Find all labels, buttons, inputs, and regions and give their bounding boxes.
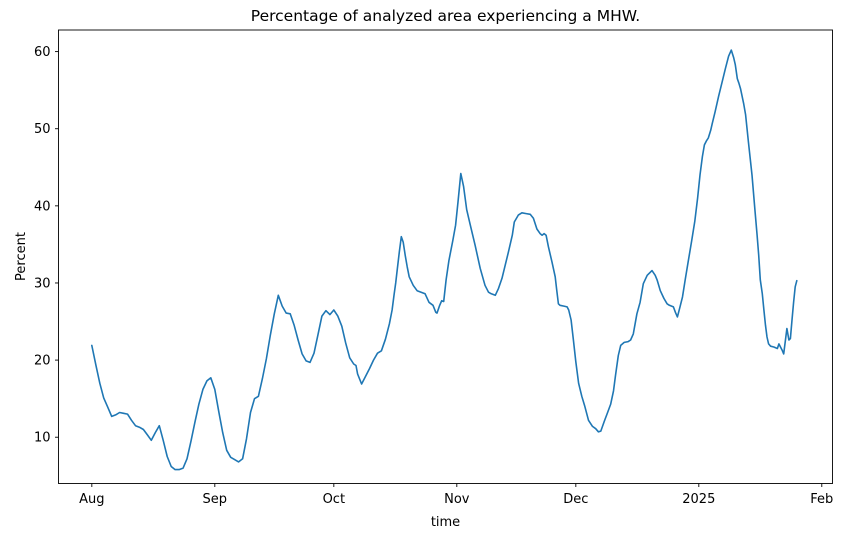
y-tick-label: 30 [34, 276, 51, 291]
chart-title: Percentage of analyzed area experiencing… [251, 7, 640, 25]
x-axis-ticks: Aug Sep Oct Nov Dec 2025 Feb [79, 483, 833, 507]
x-tick-label: Feb [810, 492, 833, 507]
y-tick-label: 10 [34, 431, 51, 446]
plot-area [58, 30, 833, 484]
y-tick-label: 20 [34, 354, 51, 369]
y-tick-label: 60 [34, 45, 51, 60]
y-tick-label: 50 [34, 122, 51, 137]
x-tick-label: Sep [203, 492, 228, 507]
axes-spines [58, 29, 833, 484]
y-axis-ticks: 10 20 30 40 50 60 [34, 45, 59, 446]
x-tick-label: Oct [323, 492, 345, 507]
x-tick-label: Nov [444, 492, 470, 507]
y-axis-label: Percent [14, 232, 29, 281]
x-tick-label: 2025 [682, 492, 715, 507]
y-tick-label: 40 [34, 199, 51, 214]
x-tick-label: Dec [563, 492, 588, 507]
x-tick-label: Aug [79, 492, 104, 507]
x-axis-label: time [431, 515, 460, 530]
series-line [91, 49, 798, 471]
